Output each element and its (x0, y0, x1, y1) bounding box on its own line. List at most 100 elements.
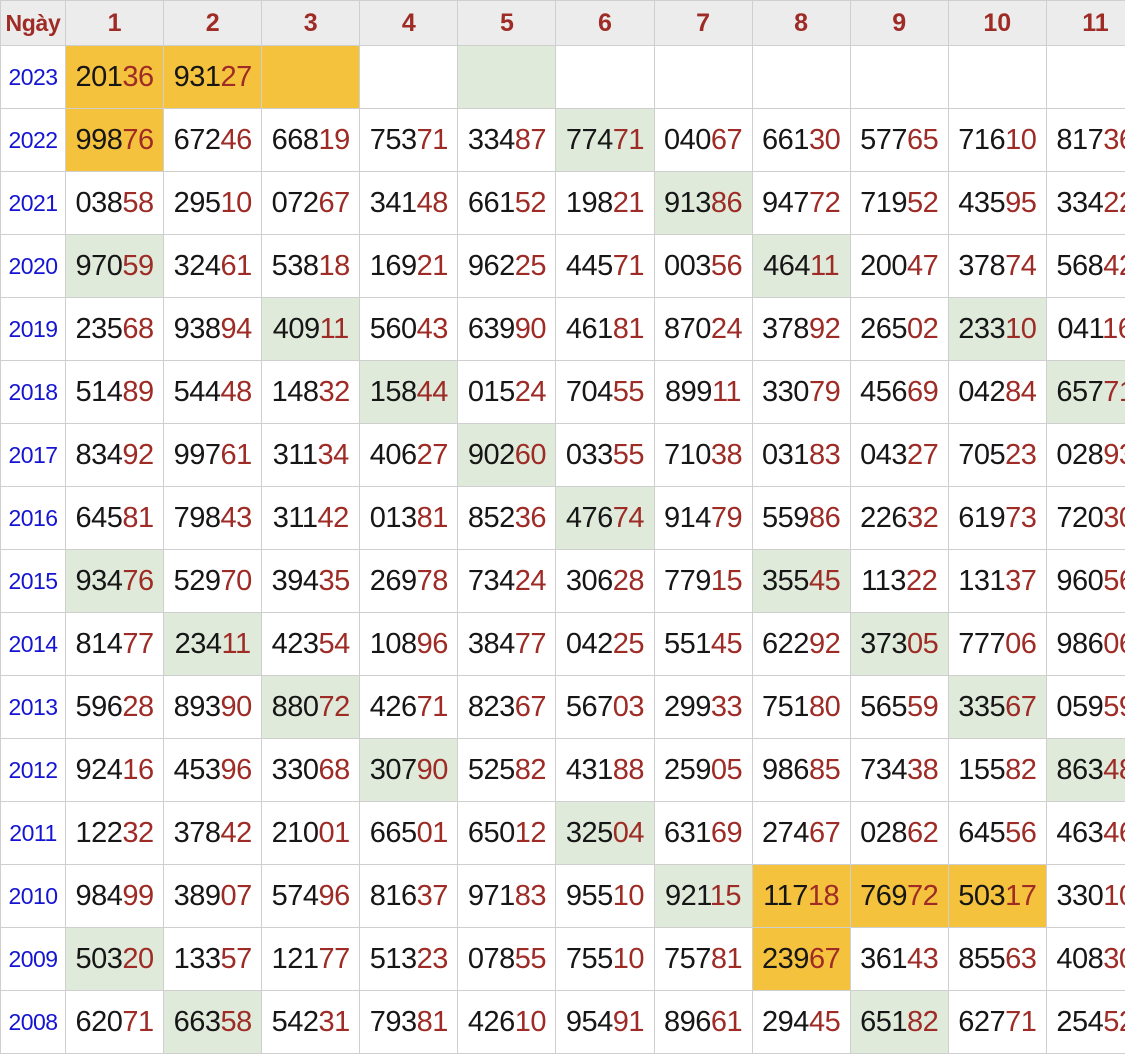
result-cell[interactable]: 19821 (556, 172, 654, 235)
result-cell[interactable]: 95510 (556, 865, 654, 928)
result-cell[interactable]: 64581 (66, 487, 164, 550)
result-cell[interactable]: 47674 (556, 487, 654, 550)
result-cell[interactable]: 37892 (752, 298, 850, 361)
result-cell[interactable]: 21001 (262, 802, 360, 865)
result-cell[interactable]: 56559 (850, 676, 948, 739)
year-label-2020[interactable]: 2020 (1, 235, 66, 298)
result-cell[interactable]: 65771 (1046, 361, 1125, 424)
year-label-2014[interactable]: 2014 (1, 613, 66, 676)
result-cell[interactable]: 66130 (752, 109, 850, 172)
result-cell[interactable]: 45396 (164, 739, 262, 802)
year-label-2009[interactable]: 2009 (1, 928, 66, 991)
result-cell[interactable]: 36143 (850, 928, 948, 991)
result-cell[interactable]: 22632 (850, 487, 948, 550)
result-cell[interactable]: 13357 (164, 928, 262, 991)
result-cell[interactable] (360, 46, 458, 109)
result-cell[interactable]: 54448 (164, 361, 262, 424)
result-cell[interactable]: 07855 (458, 928, 556, 991)
result-cell[interactable]: 71610 (948, 109, 1046, 172)
result-cell[interactable]: 03183 (752, 424, 850, 487)
result-cell[interactable]: 32504 (556, 802, 654, 865)
result-cell[interactable]: 29933 (654, 676, 752, 739)
result-cell[interactable]: 87024 (654, 298, 752, 361)
header-cell-column-9[interactable]: 9 (850, 1, 948, 46)
result-cell[interactable]: 43188 (556, 739, 654, 802)
year-label-2017[interactable]: 2017 (1, 424, 66, 487)
result-cell[interactable]: 33068 (262, 739, 360, 802)
result-cell[interactable]: 56043 (360, 298, 458, 361)
year-label-2016[interactable]: 2016 (1, 487, 66, 550)
result-cell[interactable]: 12177 (262, 928, 360, 991)
result-cell[interactable]: 66819 (262, 109, 360, 172)
result-cell[interactable]: 14832 (262, 361, 360, 424)
result-cell[interactable]: 20136 (66, 46, 164, 109)
result-cell[interactable]: 98499 (66, 865, 164, 928)
result-cell[interactable]: 65012 (458, 802, 556, 865)
result-cell[interactable]: 15844 (360, 361, 458, 424)
result-cell[interactable] (850, 46, 948, 109)
result-cell[interactable]: 91479 (654, 487, 752, 550)
result-cell[interactable]: 20047 (850, 235, 948, 298)
result-cell[interactable]: 46346 (1046, 802, 1125, 865)
header-cell-column-11[interactable]: 11 (1046, 1, 1125, 46)
result-cell[interactable]: 96056 (1046, 550, 1125, 613)
result-cell[interactable]: 54231 (262, 991, 360, 1054)
result-cell[interactable]: 30790 (360, 739, 458, 802)
result-cell[interactable]: 95491 (556, 991, 654, 1054)
result-cell[interactable]: 66152 (458, 172, 556, 235)
result-cell[interactable]: 85563 (948, 928, 1046, 991)
result-cell[interactable]: 32461 (164, 235, 262, 298)
result-cell[interactable]: 33567 (948, 676, 1046, 739)
header-cell-column-4[interactable]: 4 (360, 1, 458, 46)
result-cell[interactable]: 39435 (262, 550, 360, 613)
result-cell[interactable]: 97183 (458, 865, 556, 928)
result-cell[interactable]: 34148 (360, 172, 458, 235)
result-cell[interactable]: 00356 (654, 235, 752, 298)
result-cell[interactable]: 42610 (458, 991, 556, 1054)
year-label-2015[interactable]: 2015 (1, 550, 66, 613)
result-cell[interactable]: 40830 (1046, 928, 1125, 991)
result-cell[interactable]: 89661 (654, 991, 752, 1054)
year-label-2013[interactable]: 2013 (1, 676, 66, 739)
result-cell[interactable] (1046, 46, 1125, 109)
result-cell[interactable]: 71952 (850, 172, 948, 235)
result-cell[interactable]: 50320 (66, 928, 164, 991)
result-cell[interactable]: 86348 (1046, 739, 1125, 802)
result-cell[interactable]: 04116 (1046, 298, 1125, 361)
result-cell[interactable]: 98685 (752, 739, 850, 802)
result-cell[interactable] (458, 46, 556, 109)
result-cell[interactable]: 35545 (752, 550, 850, 613)
header-cell-column-8[interactable]: 8 (752, 1, 850, 46)
result-cell[interactable]: 31142 (262, 487, 360, 550)
result-cell[interactable]: 37305 (850, 613, 948, 676)
header-cell-column-10[interactable]: 10 (948, 1, 1046, 46)
result-cell[interactable]: 46411 (752, 235, 850, 298)
result-cell[interactable]: 42671 (360, 676, 458, 739)
header-cell-column-3[interactable]: 3 (262, 1, 360, 46)
result-cell[interactable]: 26978 (360, 550, 458, 613)
result-cell[interactable]: 37842 (164, 802, 262, 865)
result-cell[interactable]: 99761 (164, 424, 262, 487)
result-cell[interactable]: 51323 (360, 928, 458, 991)
year-label-2019[interactable]: 2019 (1, 298, 66, 361)
result-cell[interactable]: 44571 (556, 235, 654, 298)
result-cell[interactable]: 73438 (850, 739, 948, 802)
result-cell[interactable]: 42354 (262, 613, 360, 676)
result-cell[interactable]: 29510 (164, 172, 262, 235)
result-cell[interactable]: 33079 (752, 361, 850, 424)
result-cell[interactable]: 89911 (654, 361, 752, 424)
result-cell[interactable]: 67246 (164, 109, 262, 172)
header-cell-column-6[interactable]: 6 (556, 1, 654, 46)
result-cell[interactable]: 66358 (164, 991, 262, 1054)
result-cell[interactable]: 01381 (360, 487, 458, 550)
result-cell[interactable]: 92115 (654, 865, 752, 928)
result-cell[interactable]: 75371 (360, 109, 458, 172)
result-cell[interactable]: 83492 (66, 424, 164, 487)
result-cell[interactable] (752, 46, 850, 109)
result-cell[interactable]: 88072 (262, 676, 360, 739)
result-cell[interactable]: 81736 (1046, 109, 1125, 172)
result-cell[interactable]: 23568 (66, 298, 164, 361)
result-cell[interactable]: 45669 (850, 361, 948, 424)
result-cell[interactable]: 96225 (458, 235, 556, 298)
